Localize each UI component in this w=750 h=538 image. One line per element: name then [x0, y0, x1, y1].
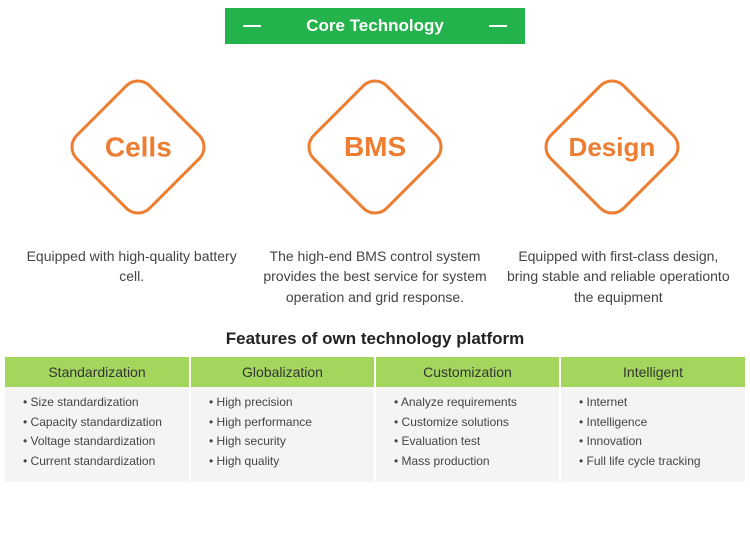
diamond-shape: BMS: [300, 72, 450, 222]
feature-item: • Analyze requirements: [394, 393, 551, 413]
col-body: • Internet• Intelligence• Innovation• Fu…: [560, 387, 745, 482]
desc-cells: Equipped with high-quality battery cell.: [17, 246, 247, 307]
dash-icon: [489, 25, 507, 27]
col-body: • Analyze requirements• Customize soluti…: [375, 387, 560, 482]
features-table: Standardization Globalization Customizat…: [5, 357, 745, 482]
col-header: Standardization: [5, 357, 190, 387]
diamond-design: Design: [537, 72, 687, 222]
feature-item: • High security: [209, 432, 366, 452]
header-title: Core Technology: [306, 16, 444, 36]
diamond-shape: Cells: [63, 72, 213, 222]
diamond-shape: Design: [537, 72, 687, 222]
feature-item: • Capacity standardization: [23, 413, 181, 433]
feature-item: • High performance: [209, 413, 366, 433]
feature-item: • High quality: [209, 452, 366, 472]
feature-item: • Customize solutions: [394, 413, 551, 433]
feature-item: • Internet: [579, 393, 737, 413]
feature-item: • Mass production: [394, 452, 551, 472]
col-body: • Size standardization• Capacity standar…: [5, 387, 190, 482]
features-title: Features of own technology platform: [0, 329, 750, 349]
feature-item: • Innovation: [579, 432, 737, 452]
dash-icon: [243, 25, 261, 27]
feature-item: • Evaluation test: [394, 432, 551, 452]
col-header: Globalization: [190, 357, 375, 387]
feature-item: • Size standardization: [23, 393, 181, 413]
col-header: Intelligent: [560, 357, 745, 387]
feature-item: • Intelligence: [579, 413, 737, 433]
feature-item: • Current standardization: [23, 452, 181, 472]
diamond-label: BMS: [344, 131, 406, 163]
header-banner: Core Technology: [225, 8, 525, 44]
feature-item: • Full life cycle tracking: [579, 452, 737, 472]
feature-item: • High precision: [209, 393, 366, 413]
diamond-bms: BMS: [300, 72, 450, 222]
diamond-label: Design: [568, 132, 655, 163]
desc-bms: The high-end BMS control system provides…: [260, 246, 490, 307]
col-header: Customization: [375, 357, 560, 387]
diamond-cells: Cells: [63, 72, 213, 222]
feature-item: • Voltage standardization: [23, 432, 181, 452]
diamonds-row: Cells BMS Design: [0, 62, 750, 232]
features-body-row: • Size standardization• Capacity standar…: [5, 387, 745, 482]
col-body: • High precision• High performance• High…: [190, 387, 375, 482]
features-header-row: Standardization Globalization Customizat…: [5, 357, 745, 387]
diamond-label: Cells: [105, 131, 172, 163]
desc-design: Equipped with first-class design, bring …: [503, 246, 733, 307]
descriptions-row: Equipped with high-quality battery cell.…: [0, 246, 750, 307]
